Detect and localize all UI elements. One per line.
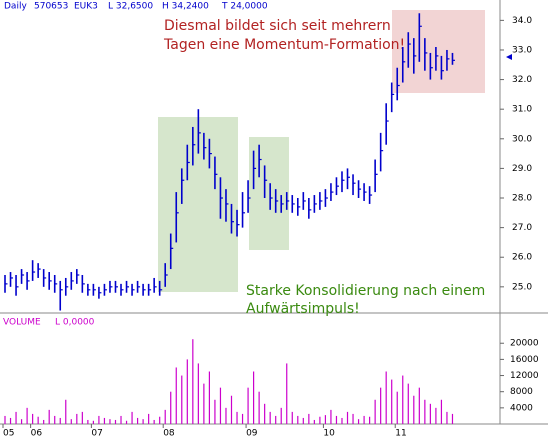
highlight-box	[249, 137, 289, 250]
y-tick-label: 12000	[510, 371, 539, 381]
header-field: 570653	[34, 2, 68, 12]
last-price-marker	[506, 54, 512, 60]
x-tick-label: 08	[163, 429, 175, 439]
y-tick-label: 20000	[510, 339, 539, 349]
annotation: Diesmal bildet sich seit mehrern	[164, 18, 391, 34]
header-field: EUK3	[74, 2, 98, 12]
annotation: Starke Konsolidierung nach einem	[246, 283, 485, 299]
header-field: L 32,6500	[108, 2, 153, 12]
header-field: H 34,2400	[162, 2, 209, 12]
y-tick-label: 28.0	[512, 194, 532, 204]
y-tick-label: 16000	[510, 355, 539, 365]
y-tick-label: 31.0	[512, 105, 532, 115]
x-tick-label: 05	[3, 429, 14, 439]
header-field: T 24,0000	[221, 2, 268, 12]
y-tick-label: 30.0	[512, 134, 532, 144]
y-tick-label: 8000	[510, 387, 533, 397]
y-tick-label: 34.0	[512, 16, 532, 26]
x-tick-label: 09	[246, 429, 258, 439]
y-tick-label: 27.0	[512, 223, 532, 233]
y-tick-label: 32.0	[512, 75, 532, 85]
y-tick-label: 4000	[510, 403, 533, 413]
header-field: Daily	[4, 2, 27, 12]
y-tick-label: 26.0	[512, 253, 532, 263]
x-tick-label: 07	[91, 429, 102, 439]
highlight-box	[392, 10, 485, 93]
x-tick-label: 06	[31, 429, 43, 439]
y-tick-label: 29.0	[512, 164, 532, 174]
volume-header: VOLUME	[3, 318, 41, 328]
annotation: Aufwärtsimpuls!	[246, 301, 360, 317]
y-tick-label: 33.0	[512, 45, 532, 55]
y-tick-label: 25.0	[512, 282, 532, 292]
annotation: Tagen eine Momentum-Formation!	[163, 37, 405, 53]
x-tick-label: 10	[323, 429, 335, 439]
volume-header: L 0,0000	[55, 318, 95, 328]
x-tick-label: 11	[395, 429, 406, 439]
